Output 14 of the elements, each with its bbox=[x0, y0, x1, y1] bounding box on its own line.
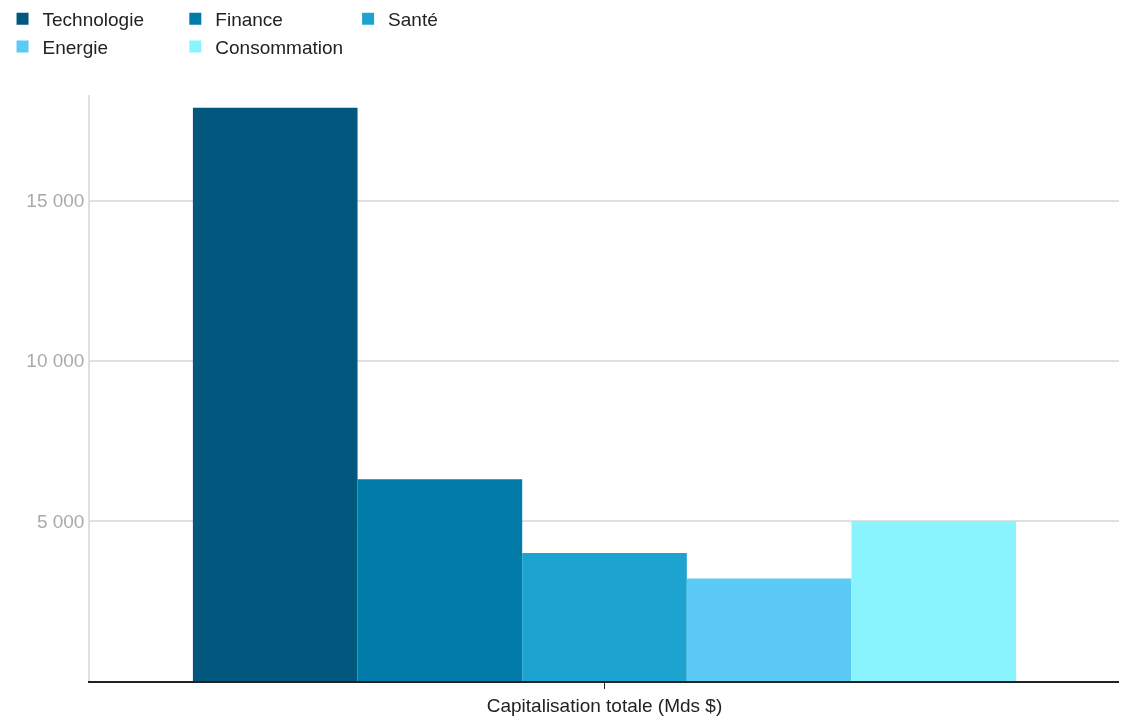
x-tick-label: Capitalisation totale (Mds $) bbox=[486, 694, 723, 716]
legend-label: Technologie bbox=[42, 9, 144, 31]
bar bbox=[357, 479, 523, 681]
bar bbox=[851, 520, 1017, 681]
legend-label: Energie bbox=[42, 36, 109, 58]
bar bbox=[522, 552, 687, 681]
legend-label: Consommation bbox=[215, 36, 344, 58]
bar bbox=[192, 107, 358, 681]
y-tick-label: 15 000 bbox=[26, 190, 85, 212]
legend-label: Santé bbox=[388, 9, 438, 31]
y-tick-label: 5 000 bbox=[36, 510, 85, 532]
y-tick-label: 10 000 bbox=[26, 350, 85, 372]
bar bbox=[686, 578, 852, 681]
legend-label: Finance bbox=[215, 9, 283, 31]
